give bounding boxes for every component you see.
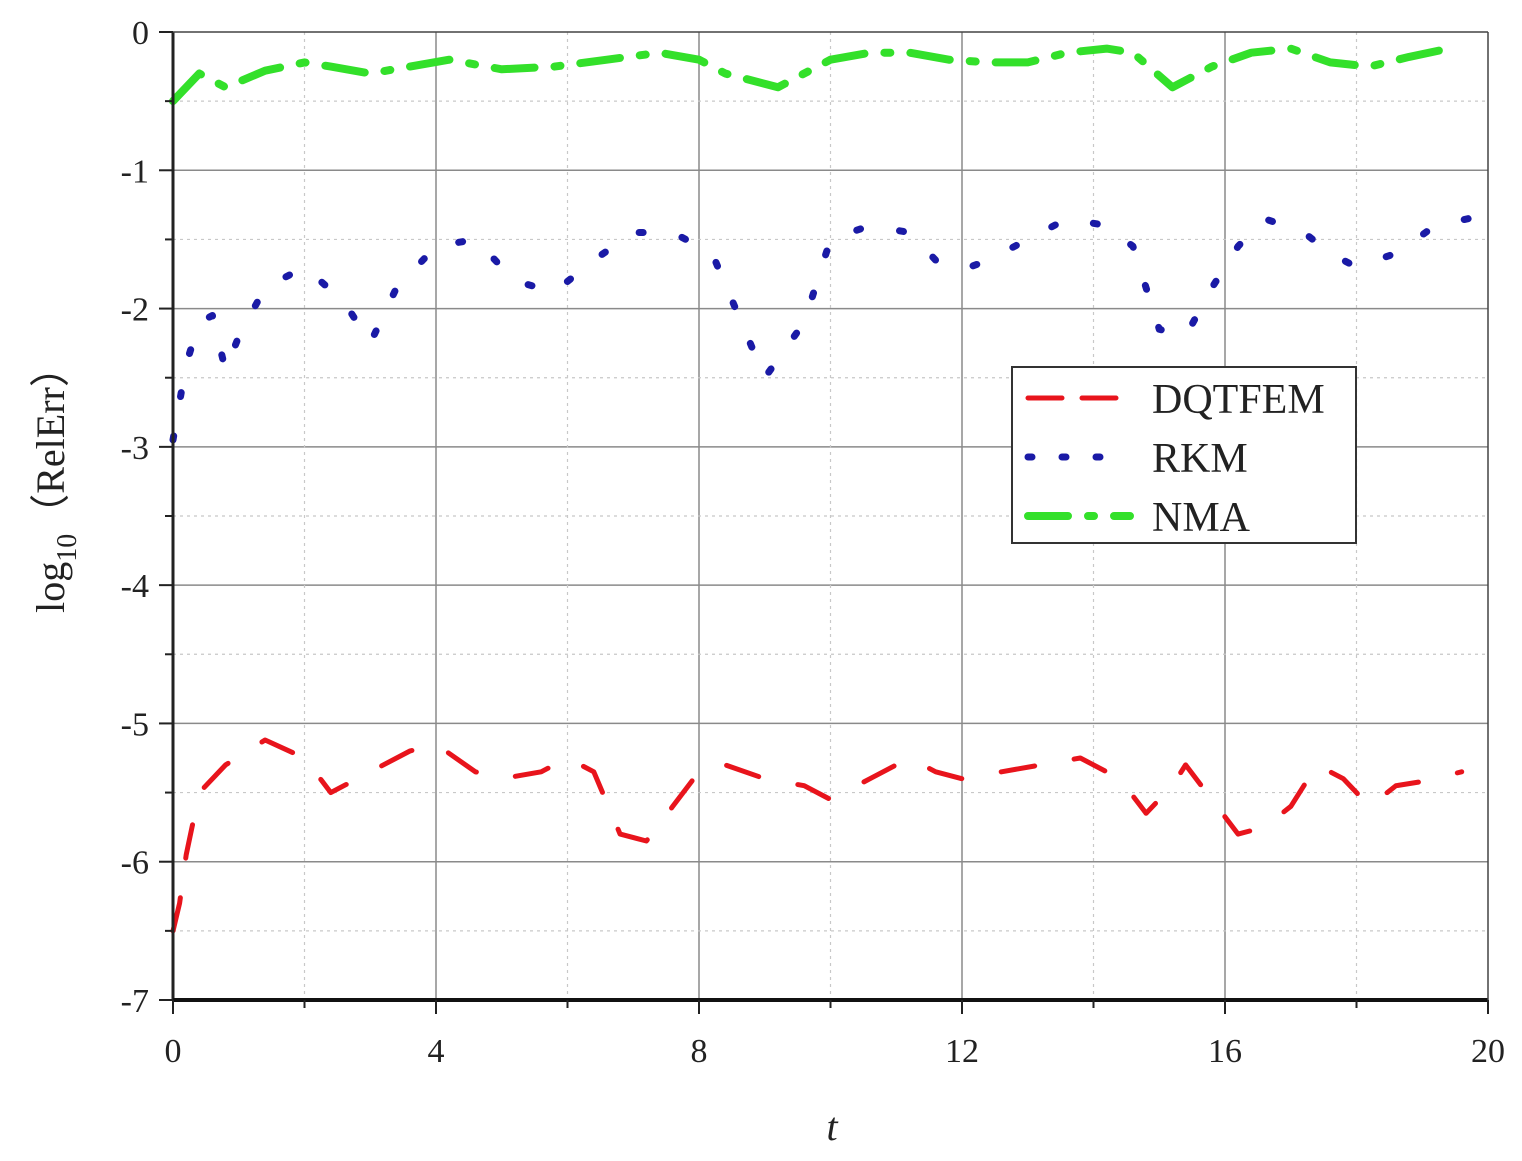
- y-tick-label: 0: [132, 15, 149, 52]
- legend-label-nma: NMA: [1152, 495, 1251, 541]
- tick-labels: 0 4 8 12 16 20 0 -1 -2 -3 -4 -5 -6 -7: [121, 15, 1505, 1070]
- y-axis-label-main: log: [28, 562, 73, 613]
- x-tick-label: 12: [945, 1033, 979, 1070]
- y-tick-label: -5: [121, 706, 149, 743]
- y-tick-label: -1: [121, 153, 149, 190]
- y-tick-label: -3: [121, 430, 149, 467]
- series-line-rkm: [169, 211, 1492, 444]
- axes: [159, 31, 1489, 1014]
- y-tick-label: -2: [121, 292, 149, 329]
- y-axis-label-paren: （RelErr）: [28, 347, 73, 534]
- series-line-dqtfem: [170, 737, 1465, 934]
- x-tick-label: 20: [1471, 1033, 1505, 1070]
- x-tick-label: 16: [1208, 1033, 1242, 1070]
- legend-label-rkm: RKM: [1152, 436, 1248, 482]
- y-tick-label: -7: [121, 983, 149, 1020]
- y-tick-label: -4: [121, 568, 149, 605]
- series-layer: [169, 44, 1492, 934]
- x-tick-label: 4: [428, 1033, 445, 1070]
- x-tick-label: 8: [691, 1033, 708, 1070]
- svg-text:log10（RelErr）: log10（RelErr）: [28, 347, 83, 613]
- legend-label-dqtfem: DQTFEM: [1152, 377, 1325, 423]
- y-axis-label: log10（RelErr）: [28, 347, 83, 613]
- x-axis-label: t: [826, 1104, 838, 1149]
- legend: DQTFEM RKM NMA: [1011, 366, 1357, 544]
- x-tick-label: 0: [165, 1033, 182, 1070]
- y-axis-label-sub: 10: [52, 534, 83, 562]
- y-tick-label: -6: [121, 845, 149, 882]
- series-line-nma: [169, 44, 1453, 106]
